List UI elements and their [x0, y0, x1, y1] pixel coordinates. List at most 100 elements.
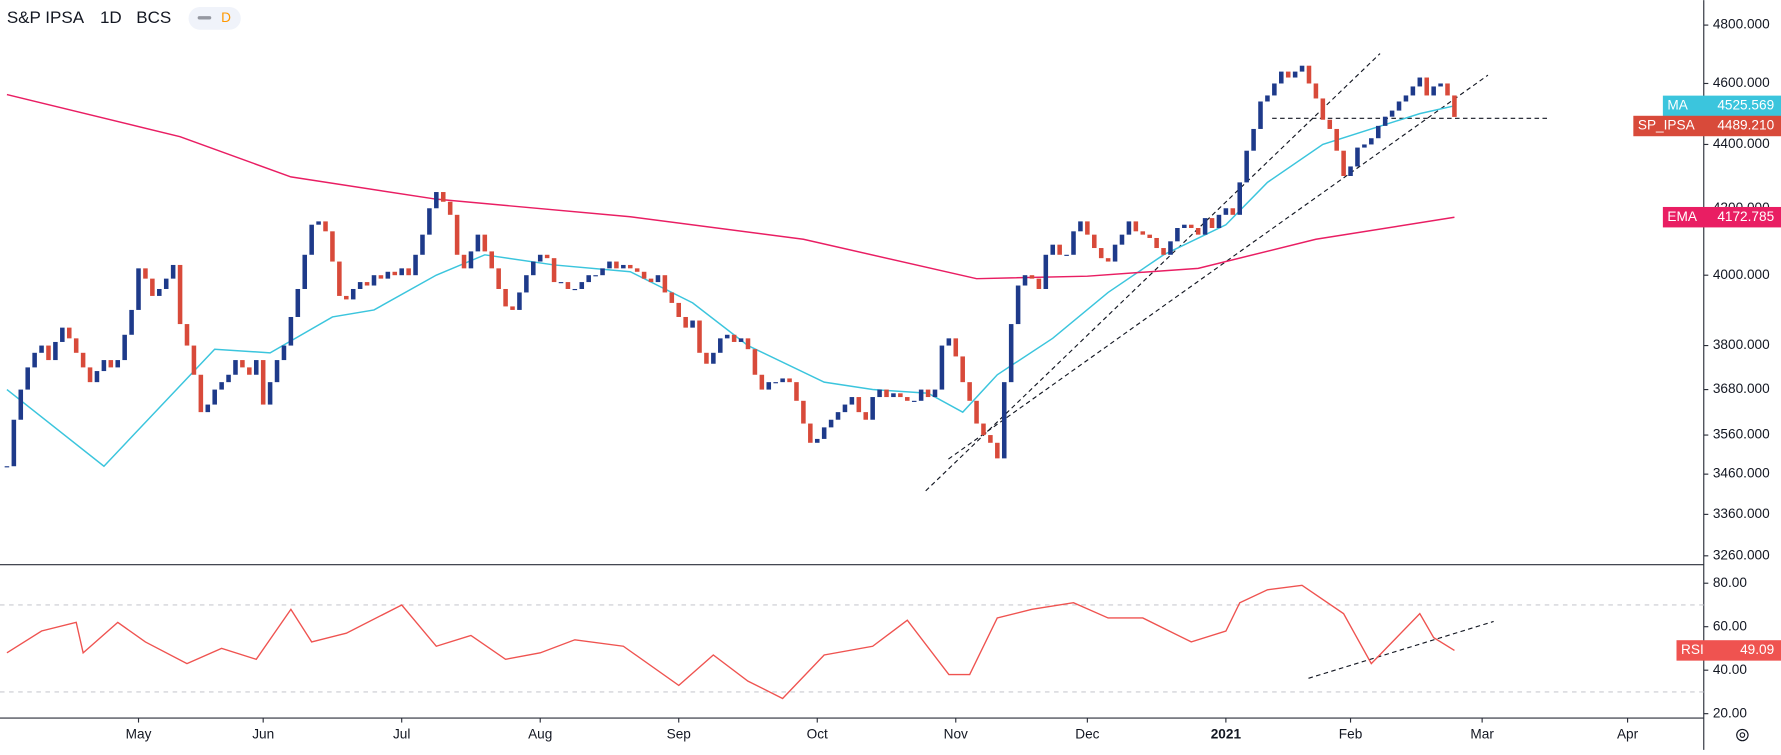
candle	[1417, 77, 1423, 87]
candle	[150, 278, 155, 296]
candle	[621, 264, 626, 269]
candle	[627, 264, 633, 269]
candle	[808, 423, 813, 443]
candle	[1292, 71, 1298, 78]
candle	[828, 419, 834, 428]
candle	[157, 288, 162, 296]
candle	[330, 231, 335, 262]
candle	[669, 292, 675, 303]
candle	[849, 397, 855, 405]
rsi-tick-label: 40.00	[1713, 662, 1748, 677]
x-tick-label: Apr	[1617, 727, 1639, 742]
candle	[240, 360, 245, 368]
candle	[267, 382, 273, 405]
candle	[558, 282, 564, 284]
candle	[1306, 65, 1312, 84]
candle	[898, 393, 903, 398]
candle	[344, 295, 349, 300]
rsi-line	[6, 584, 1455, 700]
candle	[1389, 110, 1395, 117]
candle	[531, 261, 536, 276]
x-tick-label: May	[126, 727, 152, 742]
candle	[302, 254, 308, 289]
candle	[468, 251, 474, 269]
candle	[1195, 228, 1201, 235]
candle	[461, 254, 467, 269]
candle	[281, 345, 287, 361]
candle	[337, 261, 342, 296]
candle	[39, 345, 44, 353]
candle	[593, 275, 598, 277]
candle	[1085, 221, 1090, 235]
candle	[1320, 98, 1326, 120]
candle	[454, 214, 460, 255]
candle	[1001, 382, 1007, 459]
series-label-value: 4172.785	[1717, 209, 1774, 224]
candle	[1126, 221, 1132, 235]
rsi-tick-label: 60.00	[1713, 618, 1748, 633]
candle	[821, 427, 827, 439]
candle	[66, 327, 72, 339]
candle	[1382, 116, 1388, 126]
candle	[731, 334, 737, 342]
candle	[253, 360, 259, 375]
candle	[1147, 234, 1152, 238]
candle	[482, 234, 488, 252]
x-tick-label: Jun	[252, 727, 274, 742]
candle	[1119, 234, 1125, 245]
candle	[1188, 224, 1194, 229]
candle	[905, 397, 910, 401]
candle	[690, 320, 695, 328]
candle	[697, 320, 702, 353]
candle	[170, 264, 176, 279]
candle	[614, 261, 619, 269]
candle	[143, 268, 148, 279]
candle	[877, 389, 882, 398]
candle	[434, 192, 439, 209]
candle	[18, 389, 24, 420]
candle	[177, 264, 183, 325]
x-tick-label: Sep	[667, 727, 691, 742]
candle	[981, 423, 986, 436]
y-tick-label: 3260.000	[1713, 547, 1770, 562]
candle	[475, 234, 481, 252]
badge: D	[221, 10, 231, 25]
candle	[814, 438, 820, 443]
candle	[967, 382, 972, 401]
rsi-label-value: 49.09	[1740, 642, 1774, 657]
candle	[1112, 244, 1118, 262]
badge-bg[interactable]	[188, 6, 241, 30]
candle	[565, 282, 571, 289]
candle	[129, 309, 134, 335]
candle	[1036, 278, 1042, 289]
candle	[634, 268, 640, 272]
rsi-tick-label: 20.00	[1713, 705, 1748, 720]
badge-icon	[197, 16, 212, 20]
candle	[683, 316, 688, 328]
candle	[73, 338, 79, 353]
candle	[1341, 150, 1346, 176]
candle	[835, 412, 841, 420]
candle	[496, 268, 501, 289]
candle	[350, 288, 356, 300]
candle	[946, 338, 952, 346]
settings-icon[interactable]	[1736, 728, 1749, 742]
series-label-bg	[1662, 206, 1781, 228]
price-label-name: SP_IPSA	[1638, 118, 1696, 133]
candle	[1348, 166, 1353, 176]
rsi-label-bg	[1676, 640, 1781, 661]
price-label-bg	[1633, 115, 1781, 137]
candle	[517, 292, 522, 310]
candle	[1230, 208, 1236, 215]
candle	[1175, 228, 1180, 242]
candle	[1438, 83, 1443, 87]
candle	[579, 282, 585, 289]
candle	[794, 382, 799, 401]
candle	[1022, 275, 1028, 286]
y-tick-label: 3680.000	[1713, 381, 1770, 396]
series-label-name: EMA	[1667, 209, 1697, 224]
candle	[1133, 221, 1139, 232]
candle	[357, 282, 363, 289]
